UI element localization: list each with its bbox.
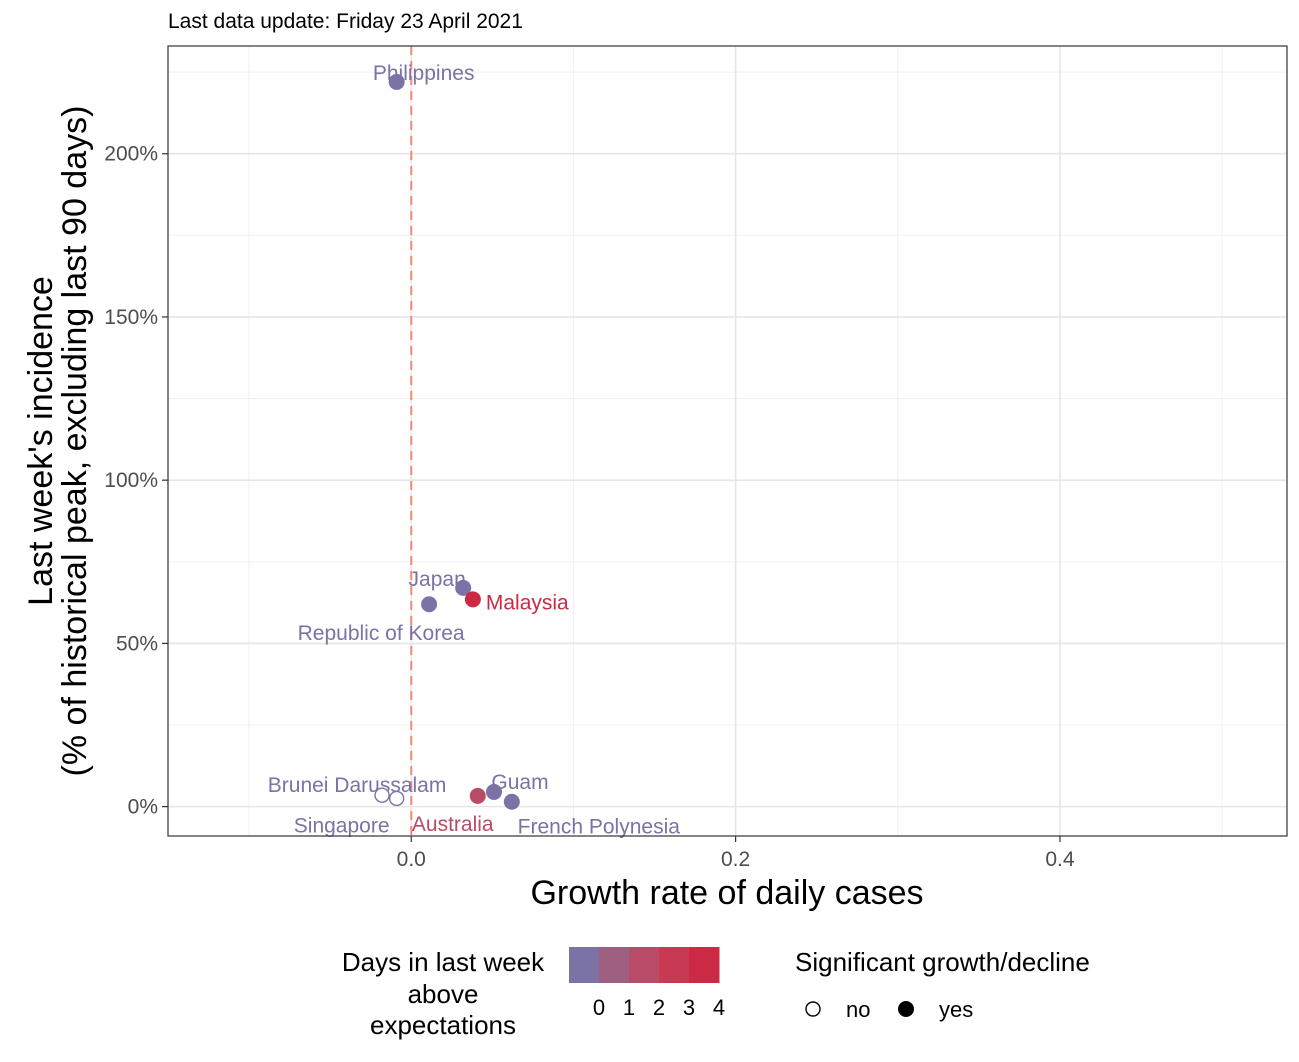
colorbar-level-label: 4 [713,995,725,1020]
point-label-philippines: Philippines [373,62,475,85]
legend-color-title-line2: above [408,979,479,1009]
point-singapore [388,790,405,807]
point-label-malaysia: Malaysia [486,591,569,614]
colorbar-segment [599,947,630,983]
y-tick-label: 200% [104,143,158,166]
chart-subtitle: Last data update: Friday 23 April 2021 [168,10,523,33]
y-axis-ticks: 0% 50% 100% 150% 200% [104,143,168,819]
legend-color-title-line1: Days in last week [342,947,545,977]
colorbar-segment [659,947,690,983]
point-republic-of-korea [421,596,438,613]
point-guam [485,783,502,800]
legend-color-title-line3: expectations [370,1010,516,1040]
point-australia [469,787,486,804]
point-label-singapore: Singapore [294,814,390,837]
point-philippines [388,73,405,90]
x-tick-label: 0.4 [1045,848,1075,871]
point-brunei-darussalam [374,787,390,803]
point-label-guam: Guam [491,771,548,794]
colorbar-level-label: 1 [623,995,635,1020]
point-japan [455,579,472,596]
x-tick-label: 0.0 [397,848,426,871]
point-label-australia: Australia [412,813,494,836]
colorbar-segment [569,947,600,983]
y-axis-label-line1: Last week's incidence [22,276,60,606]
point-malaysia [464,591,481,608]
colorbar-level-label: 2 [653,995,665,1020]
legend-shape-no-symbol [805,1001,821,1017]
point-label-brunei-darussalam: Brunei Darussalam [268,774,447,797]
colorbar-segment [629,947,660,983]
data-points [374,73,520,810]
point-french-polynesia [503,793,520,810]
y-axis-label-line2: (% of historical peak, excluding last 90… [56,106,94,777]
y-tick-label: 50% [116,632,158,655]
point-label-japan: Japan [409,568,466,591]
plot-panel-border [167,45,1288,837]
point-label-french-polynesia: French Polynesia [518,816,681,839]
legend-shape-title: Significant growth/decline [795,947,1090,977]
y-tick-label: 150% [104,306,158,329]
x-axis-ticks: 0.0 0.2 0.4 [397,836,1075,871]
legend-shape-yes-label: yes [939,997,973,1022]
point-labels: Philippines Japan Malaysia Republic of Kore… [268,62,680,839]
y-tick-label: 100% [104,469,158,492]
point-label-republic-of-korea: Republic of Korea [298,622,465,645]
grid-lines [168,46,1287,836]
x-axis-label: Growth rate of daily cases [530,874,923,912]
legend-shape-yes-symbol [898,1001,914,1017]
colorbar-segment [689,947,720,983]
x-tick-label: 0.2 [721,848,750,871]
colorbar-level-label: 0 [593,995,605,1020]
colorbar-level-label: 3 [683,995,695,1020]
plot-panel [168,46,1287,836]
y-tick-label: 0% [128,796,158,819]
legend-shape-no-label: no [846,997,870,1022]
